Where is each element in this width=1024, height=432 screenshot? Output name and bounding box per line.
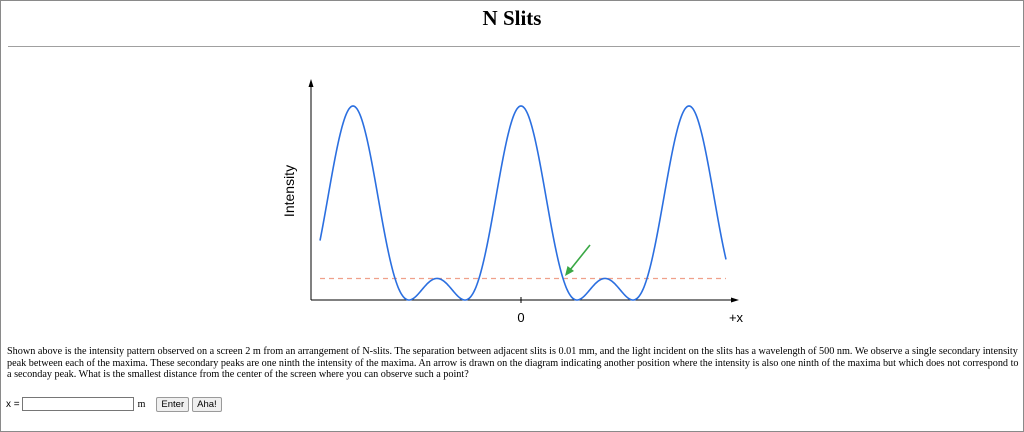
answer-input[interactable]	[21, 397, 134, 411]
unit-label: m	[137, 398, 146, 410]
title-divider	[8, 46, 1020, 47]
aha-button[interactable]: Aha!	[192, 396, 222, 412]
intensity-chart: 0 +x Intensity	[281, 79, 744, 325]
answer-row: x = m Enter Aha!	[6, 396, 225, 412]
x-tick-label-plus-x: +x	[729, 310, 744, 325]
y-axis-label: Intensity	[281, 165, 297, 217]
pointer-arrow	[565, 244, 591, 276]
answer-label: x =	[6, 398, 20, 410]
page-title: N Slits	[482, 6, 542, 30]
enter-button[interactable]: Enter	[156, 396, 190, 412]
x-tick-label-zero: 0	[517, 310, 524, 325]
problem-text: Shown above is the intensity pattern obs…	[7, 346, 1019, 380]
intensity-curve	[319, 105, 727, 301]
x-axis-arrowhead	[731, 297, 739, 303]
y-axis-arrowhead	[308, 79, 314, 87]
